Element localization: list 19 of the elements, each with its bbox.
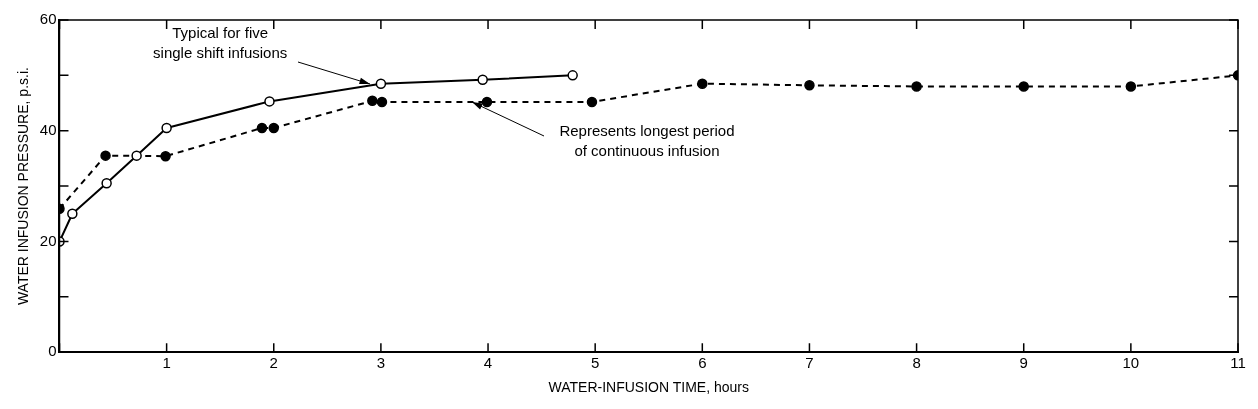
x-tick-label: 11 [1230, 354, 1246, 372]
y-axis-title: WATER INFUSION PRESSURE, p.s.i. [15, 67, 32, 306]
x-tick-label: 7 [805, 354, 814, 372]
annotation: Typical for five single shift infusions [153, 23, 288, 61]
y-tick-label: 60 [39, 10, 57, 28]
x-tick-label: 6 [698, 354, 707, 372]
annotation: Represents longest period of continuous infusion [559, 122, 735, 160]
x-tick-label: 3 [376, 354, 386, 372]
x-tick-label: 9 [1019, 354, 1028, 372]
y-tick-label: 40 [39, 120, 57, 138]
y-tick-label: 0 [48, 342, 57, 360]
x-tick-label: 5 [591, 354, 600, 372]
y-tick-label: 20 [39, 231, 57, 249]
x-tick-label: 2 [269, 354, 278, 372]
x-tick-label: 1 [162, 354, 171, 372]
x-tick-label: 4 [483, 354, 493, 372]
x-tick-label: 10 [1122, 354, 1140, 372]
x-tick-label: 8 [912, 354, 921, 372]
x-axis-title: WATER-INFUSION TIME, hours [548, 379, 749, 396]
